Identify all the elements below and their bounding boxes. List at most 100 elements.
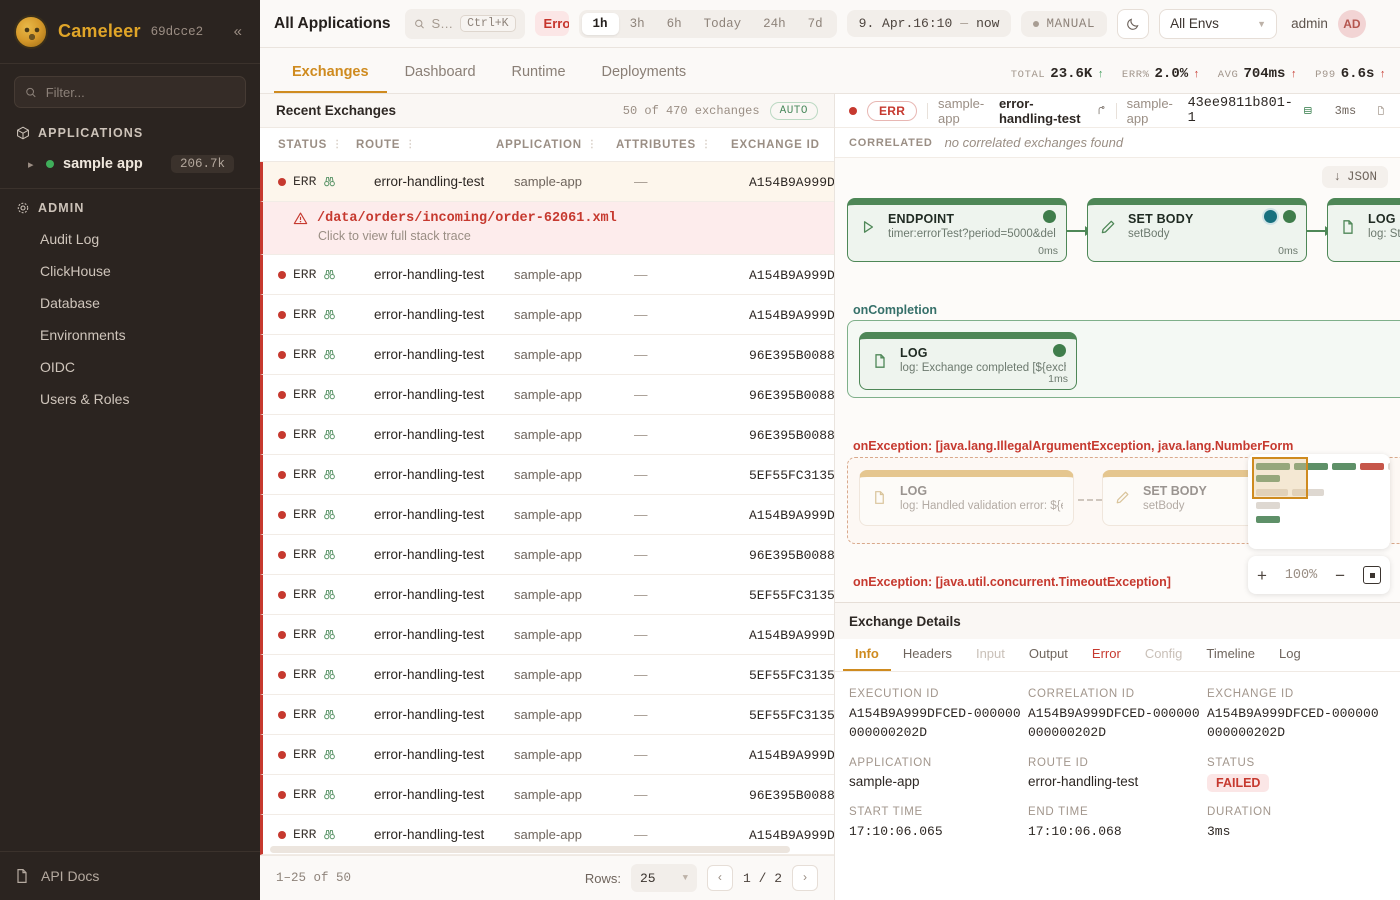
route-diagram[interactable]: ↓ JSON ENDPOINT timer:errorTest?period=5… — [835, 158, 1400, 602]
table-row[interactable]: ERR error-handling-test sample-app — 5EF55FC… — [260, 455, 834, 495]
detail-tab-timeline[interactable]: Timeline — [1206, 646, 1256, 661]
binoculars-icon[interactable] — [323, 508, 336, 521]
table-row[interactable]: ERR error-handling-test sample-app — 5EF55FC… — [260, 695, 834, 735]
time-range-today[interactable]: Today — [703, 16, 742, 31]
table-row[interactable]: ERR error-handling-test sample-app — 96E395B… — [260, 775, 834, 815]
table-row[interactable]: ERR error-handling-test sample-app — 5EF55FC… — [260, 575, 834, 615]
binoculars-icon[interactable] — [323, 708, 336, 721]
chevron-right-icon[interactable]: ▸ — [28, 158, 34, 171]
binoculars-icon[interactable] — [323, 788, 336, 801]
binoculars-icon[interactable] — [323, 308, 336, 321]
sidebar-filter[interactable] — [14, 76, 246, 108]
minimap-viewport[interactable] — [1252, 457, 1308, 499]
sidebar-item-environments[interactable]: Environments — [40, 327, 126, 343]
avatar[interactable]: AD — [1337, 9, 1366, 38]
column-grip-icon[interactable]: ⋮ — [586, 139, 598, 150]
diagram-node-exception-log[interactable]: LOG log: Handled validation error: ${exc… — [859, 470, 1074, 526]
error-filter-badge[interactable]: Erro — [534, 11, 569, 36]
table-row[interactable]: ERR error-handling-test sample-app — A154B9A… — [260, 295, 834, 335]
zoom-in-button[interactable]: + — [1256, 565, 1267, 585]
binoculars-icon[interactable] — [323, 628, 336, 641]
table-row[interactable]: ERR error-handling-test sample-app — 96E395B… — [260, 415, 834, 455]
cell-route: error-handling-test — [374, 267, 485, 282]
time-range-1h[interactable]: 1h — [581, 12, 619, 35]
table-row[interactable]: ERR error-handling-test sample-app — 96E395B… — [260, 535, 834, 575]
diagram-node-set-body[interactable]: SET BODY setBody 0ms — [1087, 198, 1307, 262]
table-row[interactable]: ERR error-handling-test sample-app — A154B9A… — [260, 495, 834, 535]
tab-deployments[interactable]: Deployments — [601, 64, 687, 80]
prev-page-button[interactable]: ‹ — [706, 865, 733, 891]
detail-tab-error[interactable]: Error — [1091, 646, 1121, 661]
tab-runtime[interactable]: Runtime — [511, 64, 566, 80]
binoculars-icon[interactable] — [323, 468, 336, 481]
horizontal-scrollbar[interactable] — [270, 846, 790, 853]
binoculars-icon[interactable] — [323, 828, 336, 841]
breadcrumb-route[interactable]: error-handling-test — [998, 95, 1081, 126]
env-select[interactable]: All Envs ▼ — [1159, 8, 1278, 39]
diagram-node-log[interactable]: LOG log: Sta — [1327, 198, 1400, 262]
sidebar-item-database[interactable]: Database — [40, 295, 100, 311]
binoculars-icon[interactable] — [323, 388, 336, 401]
auto-refresh-badge[interactable]: AUTO — [769, 101, 818, 120]
column-grip-icon[interactable]: ⋮ — [700, 139, 712, 150]
column-header-status[interactable]: STATUS ⋮ — [260, 139, 356, 151]
table-row[interactable]: ERR error-handling-test sample-app — A154B9A… — [260, 735, 834, 775]
column-header-application[interactable]: APPLICATION ⋮ — [496, 139, 616, 151]
cell-route: error-handling-test — [374, 507, 485, 522]
doc-icon[interactable] — [1376, 104, 1386, 117]
sidebar-item-clickhouse[interactable]: ClickHouse — [40, 263, 111, 279]
time-range-6h[interactable]: 6h — [666, 16, 682, 31]
binoculars-icon[interactable] — [323, 548, 336, 561]
time-range-7d[interactable]: 7d — [807, 16, 823, 31]
detail-tab-log[interactable]: Log — [1279, 646, 1301, 661]
zoom-out-button[interactable]: − — [1335, 565, 1346, 585]
column-grip-icon[interactable]: ⋮ — [405, 139, 417, 150]
diagram-minimap[interactable] — [1248, 454, 1390, 549]
sidebar-item-audit-log[interactable]: Audit Log — [40, 231, 100, 247]
tab-exchanges[interactable]: Exchanges — [274, 64, 387, 93]
binoculars-icon[interactable] — [323, 428, 336, 441]
sidebar-item-users-roles[interactable]: Users & Roles — [40, 391, 130, 407]
column-header-exchange-id[interactable]: EXCHANGE ID — [731, 139, 834, 151]
global-search[interactable]: S… Ctrl+K — [404, 8, 525, 39]
time-range-3h[interactable]: 3h — [629, 16, 645, 31]
sidebar-item-oidc[interactable]: OIDC — [40, 359, 75, 375]
table-row[interactable]: ERR error-handling-test sample-app — 5EF55FC… — [260, 655, 834, 695]
column-header-attributes[interactable]: ATTRIBUTES ⋮ — [616, 139, 731, 151]
copy-icon[interactable] — [1303, 104, 1313, 117]
diagram-node-endpoint[interactable]: ENDPOINT timer:errorTest?period=5000&del… — [847, 198, 1067, 262]
row-error-detail[interactable]: /data/orders/incoming/order-62061.xml Cli… — [260, 202, 834, 255]
date-range-display[interactable]: 9. Apr.16:10 — now — [846, 10, 1012, 37]
sidebar-item-api-docs[interactable]: API Docs — [0, 851, 260, 900]
sidebar-item-sample-app[interactable]: ▸ sample app 206.7k — [0, 148, 260, 180]
binoculars-icon[interactable] — [323, 748, 336, 761]
binoculars-icon[interactable] — [323, 268, 336, 281]
sidebar-filter-input[interactable] — [45, 84, 235, 100]
next-page-button[interactable]: › — [792, 865, 818, 891]
binoculars-icon[interactable] — [323, 175, 336, 188]
diagram-node-oncompletion-log[interactable]: LOG log: Exchange completed [${exchan 1m… — [859, 332, 1077, 390]
rows-per-page-select[interactable]: 25 ▼ — [630, 864, 697, 892]
table-row[interactable]: ERR error-handling-test sample-app — A154B9A… — [260, 615, 834, 655]
detail-tab-output[interactable]: Output — [1028, 646, 1068, 661]
binoculars-icon[interactable] — [323, 668, 336, 681]
table-row[interactable]: ERR error-handling-test sample-app — A154B9A… — [260, 815, 834, 855]
tab-dashboard[interactable]: Dashboard — [404, 64, 476, 80]
zoom-fit-button[interactable] — [1363, 566, 1381, 584]
table-row[interactable]: ERR error-handling-test sample-app — 96E395B… — [260, 375, 834, 415]
detail-tab-headers[interactable]: Headers — [902, 646, 952, 661]
binoculars-icon[interactable] — [323, 348, 336, 361]
refresh-mode-button[interactable]: MANUAL — [1021, 10, 1108, 37]
sidebar-collapse-icon[interactable]: « — [233, 23, 242, 40]
binoculars-icon[interactable] — [323, 588, 336, 601]
detail-tab-info[interactable]: Info — [843, 646, 891, 671]
breadcrumb-app[interactable]: sample-app — [938, 95, 985, 126]
column-grip-icon[interactable]: ⋮ — [332, 139, 343, 150]
table-row[interactable]: ERR error-handling-test sample-app — 96E395B… — [260, 335, 834, 375]
download-json-button[interactable]: ↓ JSON — [1322, 166, 1388, 188]
theme-toggle-button[interactable] — [1117, 8, 1150, 39]
table-row[interactable]: ERR error-handling-test sample-app — A154B9A… — [260, 255, 834, 295]
column-header-route[interactable]: ROUTE ⋮ — [356, 139, 496, 151]
time-range-24h[interactable]: 24h — [763, 16, 786, 31]
table-row[interactable]: ERR error-handling-test sample-app — A154B9A… — [260, 162, 834, 202]
